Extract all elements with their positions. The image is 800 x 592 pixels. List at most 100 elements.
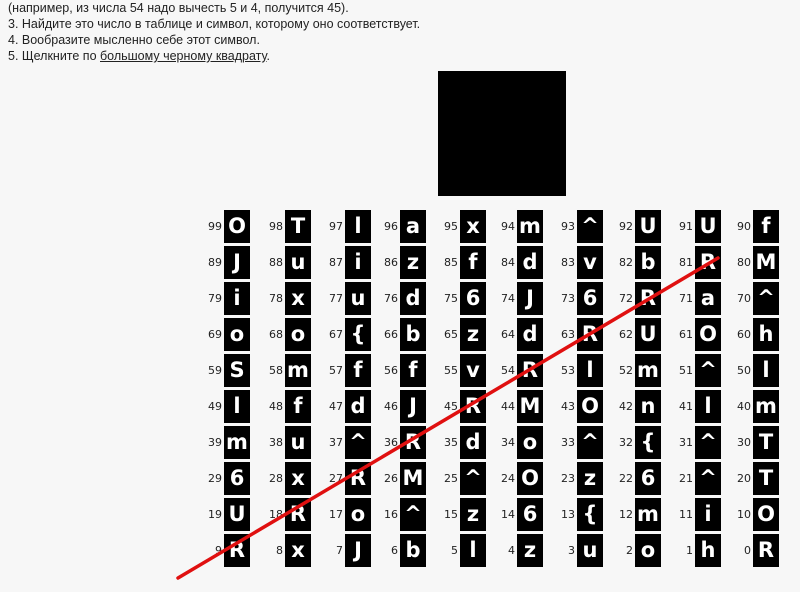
table-cell: 66 b [376,318,426,352]
cell-symbol: R [695,246,721,279]
table-cell: 17 o [321,498,371,532]
cell-number: 52 [619,364,633,377]
cell-number: 61 [679,328,693,341]
table-cell: 46 J [376,390,426,424]
cell-symbol: J [517,282,543,315]
cell-number: 29 [208,472,222,485]
cell-symbol: { [577,498,603,531]
table-cell: 54 R [493,354,543,388]
cell-symbol: M [753,246,779,279]
cell-symbol: { [345,318,371,351]
instruction-line: 3. Найдите это число в таблице и символ,… [8,17,421,31]
cell-symbol: u [285,426,311,459]
cell-symbol: a [695,282,721,315]
cell-number: 39 [208,436,222,449]
table-cell: 12 m [611,498,661,532]
table-cell: 33 ^ [553,426,603,460]
cell-symbol: f [285,390,311,423]
cell-symbol: i [224,282,250,315]
table-cell: 11 i [671,498,721,532]
cell-symbol: o [224,318,250,351]
cell-symbol: O [695,318,721,351]
cell-number: 45 [444,400,458,413]
cell-symbol: U [635,210,661,243]
cell-number: 43 [561,400,575,413]
cell-number: 28 [269,472,283,485]
cell-number: 55 [444,364,458,377]
cell-number: 82 [619,256,633,269]
table-cell: 68 o [261,318,311,352]
cell-symbol: O [224,210,250,243]
table-cell: 69 o [200,318,250,352]
cell-symbol: o [345,498,371,531]
table-cell: 27 R [321,462,371,496]
cell-number: 62 [619,328,633,341]
cell-number: 98 [269,220,283,233]
cell-number: 9 [215,544,222,557]
cell-symbol: R [577,318,603,351]
table-cell: 43 O [553,390,603,424]
cell-symbol: U [635,318,661,351]
cell-symbol: d [517,318,543,351]
cell-symbol: u [285,246,311,279]
cell-number: 57 [329,364,343,377]
cell-symbol: 6 [635,462,661,495]
cell-symbol: f [345,354,371,387]
table-cell: 30 T [729,426,779,460]
table-cell: 47 d [321,390,371,424]
cell-number: 20 [737,472,751,485]
cell-number: 46 [384,400,398,413]
cell-number: 85 [444,256,458,269]
table-cell: 56 f [376,354,426,388]
cell-number: 74 [501,292,515,305]
cell-number: 6 [391,544,398,557]
cell-symbol: M [517,390,543,423]
cell-number: 18 [269,508,283,521]
cell-symbol: m [285,354,311,387]
table-cell: 92 U [611,210,661,244]
big-square-link[interactable]: большому черному квадрату [100,49,267,63]
cell-symbol: f [400,354,426,387]
cell-symbol: l [695,390,721,423]
cell-symbol: R [517,354,543,387]
cell-symbol: d [460,426,486,459]
cell-symbol: ^ [695,426,721,459]
cell-number: 48 [269,400,283,413]
cell-symbol: h [753,318,779,351]
cell-symbol: ^ [345,426,371,459]
cell-number: 86 [384,256,398,269]
table-cell: 44 M [493,390,543,424]
cell-symbol: l [345,210,371,243]
table-cell: 23 z [553,462,603,496]
table-cell: 16 ^ [376,498,426,532]
cell-number: 26 [384,472,398,485]
cell-number: 84 [501,256,515,269]
cell-symbol: m [635,498,661,531]
big-black-square[interactable] [438,71,566,196]
cell-number: 78 [269,292,283,305]
cell-symbol: O [517,462,543,495]
table-cell: 79 i [200,282,250,316]
cell-symbol: l [460,534,486,567]
cell-symbol: T [753,426,779,459]
cell-number: 30 [737,436,751,449]
cell-symbol: u [577,534,603,567]
cell-symbol: z [460,318,486,351]
cell-number: 2 [626,544,633,557]
table-cell: 89 J [200,246,250,280]
cell-symbol: v [577,246,603,279]
table-cell: 22 6 [611,462,661,496]
cell-number: 56 [384,364,398,377]
table-cell: 39 m [200,426,250,460]
table-cell: 88 u [261,246,311,280]
table-cell: 73 6 [553,282,603,316]
cell-symbol: o [517,426,543,459]
table-cell: 99 O [200,210,250,244]
table-cell: 13{ [553,498,603,532]
cell-symbol: T [285,210,311,243]
cell-symbol: U [224,498,250,531]
